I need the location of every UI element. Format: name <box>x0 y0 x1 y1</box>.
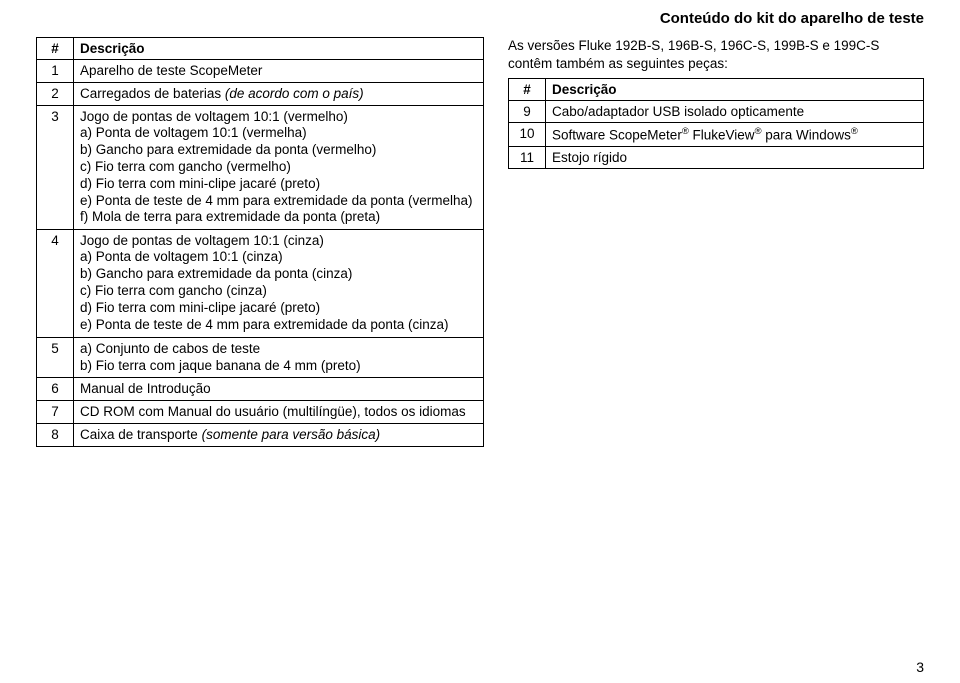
table-row: 3 Jogo de pontas de voltagem 10:1 (vermel… <box>37 106 484 230</box>
row-desc: a) Conjunto de cabos de testeb) Fio terr… <box>74 337 484 378</box>
row-num: 3 <box>37 106 74 230</box>
sublist-item: d) Fio terra com mini-clipe jacaré (pret… <box>80 300 477 317</box>
col-header-num: # <box>509 79 546 101</box>
page-title: Conteúdo do kit do aparelho de teste <box>36 10 924 27</box>
sublist-item: b) Gancho para extremidade da ponta (cin… <box>80 266 477 283</box>
columns-wrapper: # Descrição 1 Aparelho de teste ScopeMete… <box>36 37 924 447</box>
row-num: 8 <box>37 424 74 447</box>
sublist-item: e) Ponta de teste de 4 mm para extremida… <box>80 193 477 210</box>
sublist-item: b) Gancho para extremidade da ponta (ver… <box>80 142 477 159</box>
row-num: 5 <box>37 337 74 378</box>
table-row: 1 Aparelho de teste ScopeMeter <box>37 60 484 83</box>
left-column: # Descrição 1 Aparelho de teste ScopeMete… <box>36 37 484 447</box>
row-desc: Jogo de pontas de voltagem 10:1 (cinza)a… <box>74 230 484 337</box>
sublist-item: f) Mola de terra para extremidade da pon… <box>80 209 477 226</box>
table-row: 7 CD ROM com Manual do usuário (multilíng… <box>37 401 484 424</box>
table-row: 10Software ScopeMeter® FlukeView® para W… <box>509 123 924 147</box>
row-num: 1 <box>37 60 74 83</box>
row-sublist: a) Ponta de voltagem 10:1 (vermelha)b) G… <box>80 125 477 226</box>
row-desc: Caixa de transporte (somente para versão… <box>74 424 484 447</box>
kit-table-left: # Descrição 1 Aparelho de teste ScopeMete… <box>36 37 484 447</box>
row-desc-title: Carregados de baterias (de acordo com o … <box>80 86 477 101</box>
table-row: 8 Caixa de transporte (somente para versã… <box>37 424 484 447</box>
row-desc-title: Jogo de pontas de voltagem 10:1 (cinza) <box>80 233 477 248</box>
table-row: 2 Carregados de baterias (de acordo com o… <box>37 83 484 106</box>
row-num: 7 <box>37 401 74 424</box>
table-row: 6 Manual de Introdução <box>37 378 484 401</box>
table-row: 4Jogo de pontas de voltagem 10:1 (cinza)… <box>37 230 484 337</box>
row-desc-title: Caixa de transporte (somente para versão… <box>80 427 477 442</box>
col-header-desc: Descrição <box>74 38 484 60</box>
page-number: 3 <box>916 659 924 675</box>
col-header-desc: Descrição <box>546 79 924 101</box>
kit-table-right: # Descrição 9Cabo/adaptador USB isolado … <box>508 78 924 169</box>
table-row: 9Cabo/adaptador USB isolado opticamente <box>509 101 924 123</box>
row-num: 9 <box>509 101 546 123</box>
row-num: 6 <box>37 378 74 401</box>
row-desc: Aparelho de teste ScopeMeter <box>74 60 484 83</box>
row-desc: Manual de Introdução <box>74 378 484 401</box>
row-num: 4 <box>37 230 74 337</box>
sublist-item: a) Ponta de voltagem 10:1 (vermelha) <box>80 125 477 142</box>
row-desc: Jogo de pontas de voltagem 10:1 (vermelh… <box>74 106 484 230</box>
sublist-item: a) Conjunto de cabos de teste <box>80 341 477 358</box>
table-row: 11Estojo rígido <box>509 146 924 168</box>
table-header-row: # Descrição <box>37 38 484 60</box>
row-desc-title: CD ROM com Manual do usuário (multilíngü… <box>80 404 477 419</box>
row-desc-title: Manual de Introdução <box>80 381 477 396</box>
row-desc: Carregados de baterias (de acordo com o … <box>74 83 484 106</box>
row-desc-title: Jogo de pontas de voltagem 10:1 (vermelh… <box>80 109 477 124</box>
row-desc: Estojo rígido <box>546 146 924 168</box>
right-column: As versões Fluke 192B-S, 196B-S, 196C-S,… <box>508 37 924 169</box>
right-intro: As versões Fluke 192B-S, 196B-S, 196C-S,… <box>508 37 924 72</box>
col-header-num: # <box>37 38 74 60</box>
sublist-item: b) Fio terra com jaque banana de 4 mm (p… <box>80 358 477 375</box>
row-num: 2 <box>37 83 74 106</box>
row-desc-title: Aparelho de teste ScopeMeter <box>80 63 477 78</box>
table-row: 5a) Conjunto de cabos de testeb) Fio ter… <box>37 337 484 378</box>
row-sublist: a) Ponta de voltagem 10:1 (cinza)b) Ganc… <box>80 249 477 333</box>
sublist-item: d) Fio terra com mini-clipe jacaré (pret… <box>80 176 477 193</box>
table-header-row: # Descrição <box>509 79 924 101</box>
sublist-item: c) Fio terra com gancho (cinza) <box>80 283 477 300</box>
row-num: 11 <box>509 146 546 168</box>
sublist-item: e) Ponta de teste de 4 mm para extremida… <box>80 317 477 334</box>
row-desc: Software ScopeMeter® FlukeView® para Win… <box>546 123 924 147</box>
page: Conteúdo do kit do aparelho de teste # D… <box>0 0 960 683</box>
row-sublist: a) Conjunto de cabos de testeb) Fio terr… <box>80 341 477 375</box>
row-desc: Cabo/adaptador USB isolado opticamente <box>546 101 924 123</box>
sublist-item: a) Ponta de voltagem 10:1 (cinza) <box>80 249 477 266</box>
sublist-item: c) Fio terra com gancho (vermelho) <box>80 159 477 176</box>
row-num: 10 <box>509 123 546 147</box>
row-desc: CD ROM com Manual do usuário (multilíngü… <box>74 401 484 424</box>
